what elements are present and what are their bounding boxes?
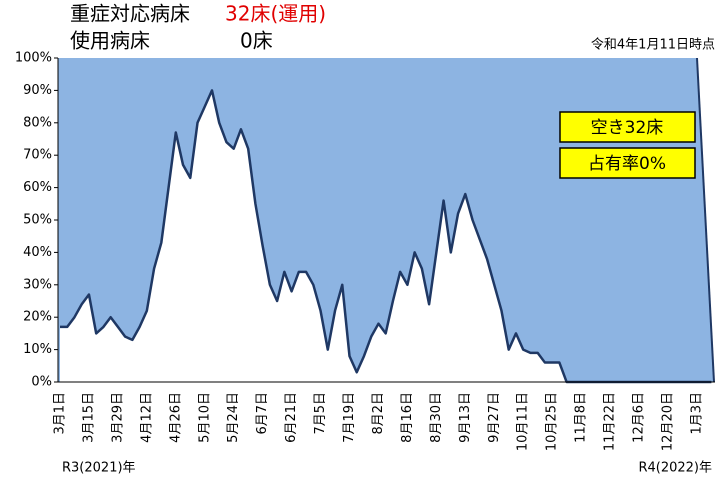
x-tick-label: 4月12日: [139, 392, 154, 443]
x-tick-label: 8月30日: [429, 392, 444, 443]
y-tick-label: 80%: [23, 115, 52, 130]
x-tick-label: 6月21日: [284, 392, 299, 443]
x-tick-label: 11月22日: [603, 392, 618, 451]
annotation-box: [559, 147, 696, 179]
x-tick-label: 9月27日: [487, 392, 502, 443]
end-year: R4(2022)年: [638, 461, 712, 476]
area-fill: [60, 90, 712, 383]
x-tick-label: 9月13日: [458, 392, 473, 443]
x-tick-label: 6月7日: [255, 392, 270, 435]
x-tick-label: 4月26日: [168, 392, 183, 443]
x-tick-label: 3月29日: [110, 392, 125, 443]
x-tick-label: 3月15日: [81, 392, 96, 443]
as-of: 令和4年1月11日時点: [591, 38, 715, 53]
y-tick-label: 20%: [23, 310, 52, 325]
y-tick-label: 90%: [23, 83, 52, 98]
y-tick-label: 100%: [15, 51, 52, 66]
y-tick-label: 70%: [23, 148, 52, 163]
y-tick-label: 0%: [31, 375, 52, 390]
y-tick-label: 10%: [23, 342, 52, 357]
start-year: R3(2021)年: [62, 461, 136, 476]
y-tick-label: 30%: [23, 277, 52, 292]
x-tick-label: 5月10日: [197, 392, 212, 443]
y-tick-label: 60%: [23, 180, 52, 195]
x-tick-label: 12月6日: [632, 392, 647, 443]
x-tick-label: 10月11日: [516, 392, 531, 451]
capacity-edge: [696, 57, 715, 383]
annotation: 占有率0%: [588, 154, 666, 174]
x-tick-label: 10月25日: [545, 392, 560, 451]
x-tick-label: 11月8日: [574, 392, 589, 443]
annotation: 空き32床: [591, 118, 664, 138]
x-tick-label: 5月24日: [226, 392, 241, 443]
x-tick-label: 3月1日: [53, 392, 68, 435]
y-tick-label: 40%: [23, 245, 52, 260]
annotation-box: [559, 111, 696, 143]
capacity: 32床(運用): [225, 2, 326, 26]
x-tick-label: 12月20日: [660, 392, 675, 451]
x-tick-label: 8月2日: [371, 392, 386, 435]
used-value: 0床: [240, 29, 273, 53]
x-tick-label: 8月16日: [400, 392, 415, 443]
x-tick-label: 7月5日: [313, 392, 328, 435]
x-tick-label: 7月19日: [342, 392, 357, 443]
x-tick-label: 1月3日: [689, 392, 704, 435]
y-tick-label: 50%: [23, 213, 52, 228]
used-label: 使用病床: [70, 29, 150, 53]
title: 重症対応病床: [70, 2, 190, 26]
